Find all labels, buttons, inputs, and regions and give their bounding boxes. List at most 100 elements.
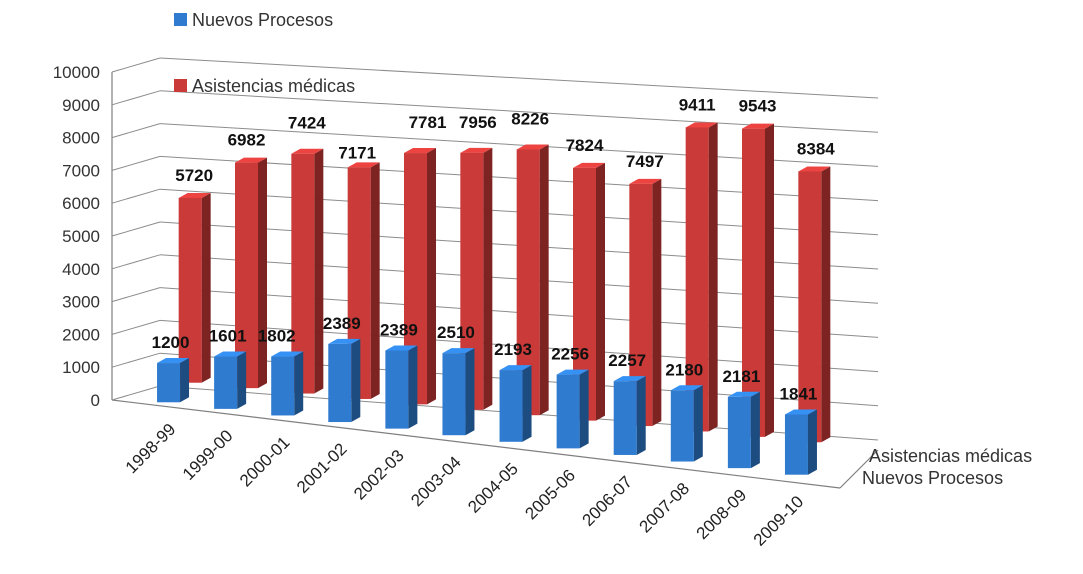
- asistencias-bar-top: [460, 147, 493, 153]
- nuevos-procesos-bar-side: [408, 345, 418, 429]
- nuevos-procesos-bar-top: [442, 348, 475, 354]
- nuevos-procesos-bar-side: [180, 358, 190, 403]
- nuevos-procesos-bar-front: [727, 396, 751, 469]
- legend-label-asistencias: Asistencias médicas: [192, 76, 355, 96]
- depth-axis-line: [839, 449, 879, 489]
- nuevos-procesos-bar-top: [271, 351, 304, 357]
- depth-label-asistencias: Asistencias médicas: [869, 446, 1032, 466]
- nuevos-procesos-data-label: 2181: [722, 367, 760, 386]
- nuevos-procesos-bar-top: [784, 409, 817, 415]
- nuevos-procesos-bar-top: [328, 338, 361, 344]
- nuevos-procesos-bar-front: [385, 350, 409, 429]
- legend-swatch-nuevos-procesos: [174, 13, 187, 26]
- x-tick-label: 2005-06: [521, 466, 579, 524]
- asistencias-bar-front: [798, 171, 822, 443]
- nuevos-procesos-bar-front: [556, 374, 580, 449]
- y-tick-label: 2000: [62, 325, 100, 344]
- gridline-left-wall: [111, 287, 161, 303]
- asistencias-data-label: 7424: [288, 114, 326, 133]
- asistencias-bar-top: [629, 178, 662, 184]
- asistencias-bar-front: [742, 128, 765, 437]
- nuevos-procesos-data-label: 1601: [209, 327, 247, 346]
- nuevos-procesos-bar-top: [556, 369, 589, 375]
- asistencias-bar-side: [765, 123, 774, 437]
- nuevos-procesos-data-label: 1841: [780, 385, 818, 404]
- nuevos-procesos-bar-front: [784, 414, 808, 475]
- nuevos-procesos-bar-side: [693, 385, 703, 462]
- asistencias-bar-front: [404, 153, 427, 405]
- asistencias-bar: [685, 122, 718, 432]
- asistencias-bar-top: [178, 192, 211, 198]
- nuevos-procesos-bar: [328, 338, 361, 423]
- nuevos-procesos-bar: [214, 351, 247, 409]
- nuevos-procesos-bar: [727, 391, 760, 469]
- asistencias-bar: [291, 148, 324, 394]
- legend: Nuevos Procesos Asistencias médicas: [174, 10, 355, 96]
- nuevos-procesos-bar: [442, 348, 475, 436]
- asistencias-bar: [460, 147, 493, 410]
- gridline-left-wall: [111, 254, 161, 270]
- gridline-left-wall: [111, 90, 161, 106]
- nuevos-procesos-bar: [157, 358, 190, 403]
- asistencias-bar-side: [821, 166, 831, 443]
- asistencias-bar-side: [652, 178, 662, 427]
- asistencias-bar: [516, 144, 549, 416]
- asistencias-bar-side: [427, 148, 436, 405]
- y-tick-label: 9000: [62, 96, 100, 115]
- asistencias-bar-front: [516, 149, 540, 416]
- asistencias-bar-top: [685, 122, 718, 128]
- nuevos-procesos-bar-side: [294, 351, 304, 416]
- y-tick-label: 7000: [62, 161, 100, 180]
- asistencias-bar-front: [629, 183, 653, 427]
- asistencias-bar-side: [708, 122, 718, 432]
- asistencias-bar: [629, 178, 662, 427]
- asistencias-bar-front: [291, 153, 315, 394]
- x-tick-label: 2008-09: [693, 486, 751, 544]
- nuevos-procesos-bar-top: [670, 385, 703, 391]
- x-tick-label: 2007-08: [636, 479, 694, 537]
- nuevos-procesos-bar-front: [442, 353, 466, 436]
- y-tick-label: 8000: [62, 129, 100, 148]
- y-tick-label: 10000: [53, 63, 100, 82]
- nuevos-procesos-data-label: 1802: [258, 327, 296, 346]
- gridline-left-wall: [111, 57, 161, 73]
- y-tick-label: 6000: [62, 194, 100, 213]
- asistencias-bar: [573, 162, 605, 421]
- x-tick-label: 2009-10: [750, 492, 808, 550]
- x-tick-label: 2000-01: [236, 433, 294, 491]
- nuevos-procesos-bar: [499, 365, 532, 442]
- gridline-left-wall: [111, 123, 161, 139]
- depth-label-nuevos-procesos: Nuevos Procesos: [862, 468, 1003, 488]
- nuevos-procesos-bar-front: [271, 356, 295, 416]
- nuevos-procesos-bar-front: [499, 370, 523, 442]
- nuevos-procesos-bar-top: [157, 358, 190, 364]
- nuevos-procesos-bar-top: [214, 351, 247, 357]
- asistencias-data-label: 7497: [626, 152, 664, 171]
- nuevos-procesos-data-label: 2180: [665, 360, 703, 379]
- asistencias-bar-side: [201, 192, 211, 383]
- x-axis-line: [111, 399, 841, 489]
- nuevos-procesos-bar-side: [636, 376, 646, 455]
- x-tick-label: 2002-03: [350, 446, 408, 504]
- asistencias-bar-top: [347, 162, 380, 168]
- asistencias-bar-front: [235, 162, 258, 389]
- gridline-left-wall: [111, 188, 161, 204]
- asistencias-bar: [742, 123, 774, 437]
- asistencias-bar-top: [235, 157, 267, 163]
- nuevos-procesos-bar-side: [750, 391, 760, 469]
- nuevos-procesos-bar-front: [670, 390, 694, 462]
- asistencias-data-label: 7781: [409, 113, 447, 132]
- nuevos-procesos-data-label: 1200: [152, 333, 190, 352]
- nuevos-procesos-data-label: 2389: [380, 321, 418, 340]
- x-tick-label: 1998-99: [122, 420, 180, 478]
- nuevos-procesos-bar-front: [157, 363, 181, 403]
- asistencias-bar-side: [370, 162, 380, 399]
- asistencias-bar-top: [742, 123, 774, 129]
- gridline-left-wall: [111, 319, 161, 335]
- y-tick-label: 3000: [62, 293, 100, 312]
- asistencias-data-label: 5720: [175, 166, 213, 185]
- nuevos-procesos-bar-top: [385, 345, 418, 351]
- asistencias-bar-front: [573, 167, 596, 421]
